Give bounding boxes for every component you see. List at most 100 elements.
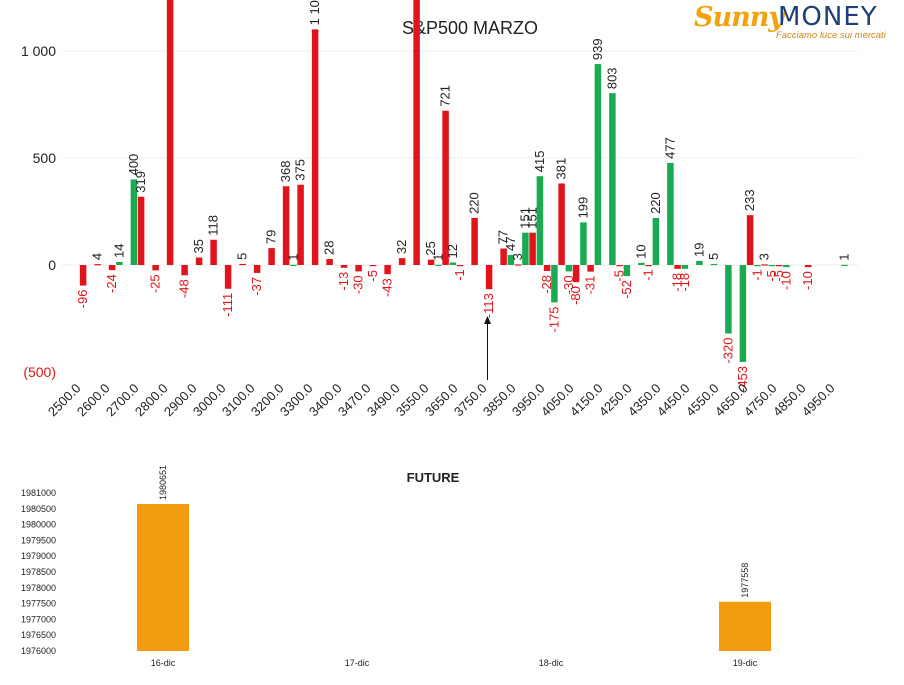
bar [514, 264, 522, 266]
data-label: -43 [380, 278, 395, 297]
bar [166, 0, 174, 265]
data-label: -48 [177, 279, 192, 298]
bar [239, 263, 246, 266]
logo-sunny-text: Sunny [694, 2, 784, 33]
data-label: 3 [757, 253, 772, 260]
data-label: 803 [604, 67, 619, 89]
data-label: 5 [235, 253, 250, 260]
bar [623, 265, 631, 277]
data-label: -113 [481, 293, 496, 318]
future-y-tick-label: 1978500 [21, 567, 56, 577]
logo-tagline: Facciamo luce sui mercati [776, 30, 886, 41]
data-label: 151 [525, 207, 540, 229]
logo-money-text: MONEY [778, 2, 878, 32]
bar [543, 265, 551, 271]
bar [529, 232, 536, 265]
data-label: 1 [836, 254, 851, 261]
data-label: -10 [800, 271, 815, 290]
data-label: -1 [641, 269, 656, 281]
bar [311, 29, 319, 265]
bar [384, 265, 391, 275]
bar [290, 264, 297, 266]
data-label: 5 [706, 253, 721, 260]
future-y-tick-label: 1981000 [21, 488, 56, 498]
bar [442, 110, 449, 266]
bar [326, 259, 333, 265]
data-label: 12 [445, 244, 460, 258]
data-label: -80 [568, 286, 583, 305]
data-label: 151 [517, 207, 532, 229]
bar [710, 263, 718, 266]
data-label: 118 [206, 215, 221, 236]
bar [681, 265, 689, 269]
bar [449, 262, 457, 265]
bar [804, 265, 812, 268]
bar [456, 265, 464, 267]
bar [268, 248, 275, 265]
bar [587, 265, 594, 272]
data-label: -5 [771, 270, 786, 282]
y-tick-label: 500 [33, 150, 57, 166]
bar [340, 265, 348, 268]
bar [369, 265, 377, 267]
data-label: -175 [546, 306, 561, 332]
bar [485, 265, 493, 290]
data-label: 220 [648, 192, 663, 214]
bar [435, 264, 442, 266]
data-label: -111 [220, 293, 235, 317]
data-label: -10 [778, 271, 793, 290]
bar [674, 265, 681, 269]
data-label: -52 [619, 280, 634, 299]
future-x-tick-label: 18-dic [539, 658, 564, 668]
bar [652, 217, 660, 265]
data-label: 939 [590, 38, 605, 60]
future-x-tick-label: 19-dic [733, 658, 758, 668]
data-label: 1 [285, 254, 300, 261]
future-y-tick-label: 1976500 [21, 630, 56, 640]
future-data-label: 1980651 [158, 465, 168, 500]
bar [609, 93, 616, 266]
bar [768, 265, 776, 267]
bar [594, 64, 602, 265]
bar [137, 196, 145, 265]
data-label: -28 [539, 275, 554, 294]
bars [79, 0, 848, 362]
x-tick-label: 4950.0 [799, 381, 838, 420]
bar [696, 260, 703, 265]
data-label: 1 [430, 254, 445, 261]
data-label: -13 [336, 272, 351, 291]
bar [551, 265, 558, 303]
future-y-tick-label: 1977500 [21, 599, 56, 609]
data-label: -37 [249, 277, 264, 296]
bar [638, 262, 645, 265]
future-y-tick-label: 1980500 [21, 504, 56, 514]
data-label: -24 [104, 274, 119, 293]
bar [645, 265, 652, 267]
arrow-annotation [484, 316, 491, 380]
future-y-axis: 1976000 1976500 1977000 1977500 1978000 19785… [21, 488, 56, 656]
bar [761, 264, 768, 266]
data-label: -30 [351, 275, 366, 294]
data-label: 721 [438, 85, 453, 107]
data-label: -5 [612, 270, 627, 282]
data-label: 233 [742, 189, 757, 211]
data-label: 375 [293, 159, 308, 181]
bar [783, 265, 790, 268]
bar [754, 265, 761, 267]
data-label: 1 101 [307, 0, 322, 25]
y-tick-label: (500) [23, 364, 56, 380]
data-label: 381 [554, 158, 569, 180]
data-label: 220 [467, 192, 482, 214]
bar [572, 265, 580, 283]
data-label: 77 [496, 230, 511, 244]
bar [667, 162, 674, 265]
bar [616, 265, 623, 267]
bar [500, 248, 507, 265]
data-label: -18 [677, 273, 692, 292]
data-label: -1 [749, 269, 764, 281]
y-tick-label: 0 [48, 257, 56, 273]
data-label: 19 [691, 242, 706, 256]
x-axis: 2500.02600.02700.02800.02900.03000.03100… [45, 381, 838, 420]
